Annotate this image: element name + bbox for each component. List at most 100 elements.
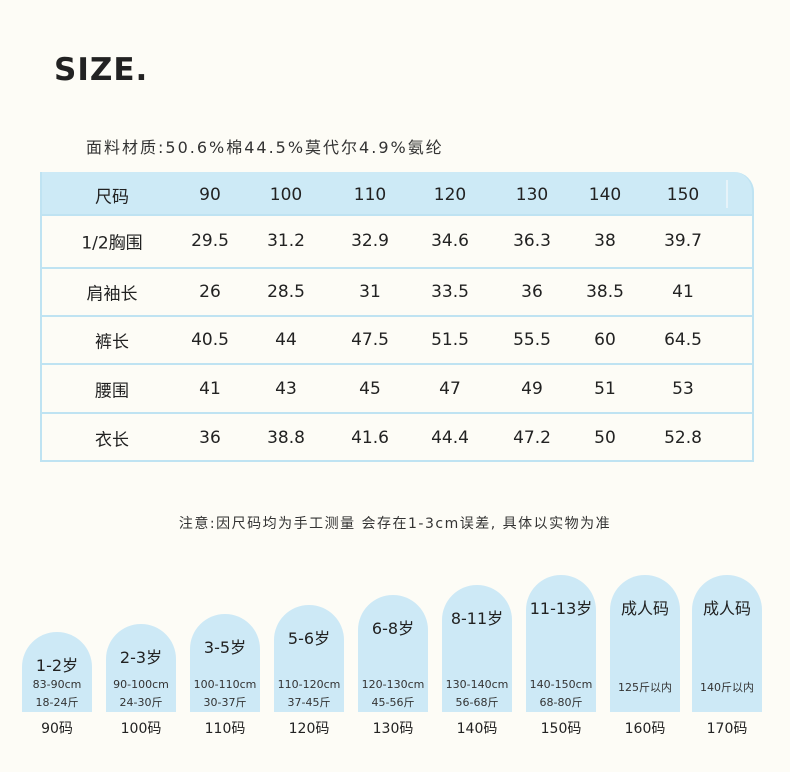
card-range: 125斤以内	[618, 681, 672, 694]
card-age: 11-13岁	[529, 599, 593, 618]
card-range: 56-68斤	[455, 696, 499, 709]
row-line	[40, 363, 754, 365]
size-card	[358, 595, 428, 712]
table-cell: 36	[199, 427, 221, 448]
card-range: 37-45斤	[287, 696, 331, 709]
card-range: 24-30斤	[119, 696, 163, 709]
table-cell: 51	[594, 378, 616, 399]
header-cell: 尺码	[95, 187, 129, 208]
size-card	[692, 575, 762, 712]
table-cell: 32.9	[351, 231, 389, 251]
size-card	[274, 605, 344, 712]
table-cell: 腰围	[95, 381, 129, 401]
card-age: 1-2岁	[35, 656, 79, 675]
table-cell: 41	[199, 378, 221, 399]
table-header-bg	[40, 172, 754, 214]
table-cell: 33.5	[431, 282, 469, 302]
row-line	[40, 214, 754, 216]
table-cell: 43	[275, 378, 297, 399]
card-size: 140码	[456, 721, 498, 737]
table-cell: 44	[275, 330, 297, 350]
size-card	[526, 575, 596, 712]
table-cell: 50	[594, 427, 616, 448]
card-age: 2-3岁	[119, 648, 163, 667]
card-age: 5-6岁	[287, 629, 331, 648]
table-cell: 47.2	[513, 427, 551, 448]
table-cell: 55.5	[513, 330, 551, 350]
table-cell: 47	[439, 378, 461, 399]
card-range: 18-24斤	[35, 696, 79, 709]
table-cell: 40.5	[191, 330, 229, 350]
header-cell: 90	[199, 185, 221, 205]
size-card	[106, 624, 176, 712]
table-cell: 38.8	[267, 427, 305, 448]
table-cell: 41	[672, 282, 694, 302]
note: 注意:因尺码均为手工测量 会存在1-3cm误差, 具体以实物为准	[178, 516, 612, 532]
card-range: 140斤以内	[700, 681, 754, 694]
table-cell: 38	[594, 231, 616, 251]
table-cell: 53	[672, 378, 694, 399]
card-range: 68-80斤	[539, 696, 583, 709]
header-divider	[726, 180, 728, 208]
table-cell: 1/2胸围	[81, 233, 143, 254]
table-cell: 26	[199, 282, 221, 302]
table-cell: 45	[359, 378, 381, 399]
card-range: 110-120cm	[277, 678, 341, 691]
card-range: 83-90cm	[32, 678, 82, 691]
card-age: 成人码	[702, 599, 752, 618]
table-cell: 29.5	[191, 231, 229, 251]
table-cell: 38.5	[586, 282, 624, 302]
card-age: 8-11岁	[450, 609, 504, 628]
table-cell: 31	[359, 282, 381, 302]
card-age: 6-8岁	[371, 619, 415, 638]
table-cell: 44.4	[431, 427, 469, 448]
card-range: 45-56斤	[371, 696, 415, 709]
table-border	[40, 172, 754, 462]
title: SIZE.	[54, 52, 149, 88]
card-size: 90码	[41, 721, 73, 737]
row-line	[40, 412, 754, 414]
card-range: 90-100cm	[113, 678, 169, 691]
table-cell: 36	[521, 282, 543, 302]
card-age: 成人码	[620, 599, 670, 618]
card-age: 3-5岁	[203, 638, 247, 657]
card-range: 140-150cm	[529, 678, 593, 691]
header-cell: 130	[515, 185, 549, 205]
table-cell: 衣长	[95, 430, 129, 450]
card-size: 150码	[540, 721, 582, 737]
card-size: 120码	[288, 721, 330, 737]
card-range: 30-37斤	[203, 696, 247, 709]
card-size: 110码	[204, 721, 246, 737]
header-cell: 100	[269, 185, 303, 205]
header-cell: 150	[666, 185, 700, 205]
table-cell: 31.2	[267, 231, 305, 251]
header-cell: 120	[433, 185, 467, 205]
material: 面料材质:50.6%棉44.5%莫代尔4.9%氨纶	[86, 138, 444, 157]
table-cell: 28.5	[267, 282, 305, 302]
table-cell: 41.6	[351, 427, 389, 448]
card-range: 120-130cm	[361, 678, 425, 691]
size-card	[190, 614, 260, 712]
header-cell: 140	[588, 185, 622, 205]
card-range: 130-140cm	[445, 678, 509, 691]
table-cell: 64.5	[664, 330, 702, 350]
card-size: 170码	[706, 721, 748, 737]
table-cell: 47.5	[351, 330, 389, 350]
table-cell: 60	[594, 330, 616, 350]
table-cell: 52.8	[664, 427, 702, 448]
header-cell: 110	[353, 185, 387, 205]
size-card	[442, 585, 512, 712]
table-cell: 39.7	[664, 231, 702, 251]
table-cell: 49	[521, 378, 543, 399]
row-line	[40, 315, 754, 317]
table-cell: 肩袖长	[86, 284, 138, 305]
card-size: 130码	[372, 721, 414, 737]
table-cell: 裤长	[95, 332, 129, 353]
size-card	[610, 575, 680, 712]
table-cell: 51.5	[431, 330, 469, 350]
table-cell: 36.3	[513, 231, 551, 251]
size-card	[22, 632, 92, 712]
table-cell: 34.6	[431, 231, 469, 251]
row-line	[40, 267, 754, 269]
